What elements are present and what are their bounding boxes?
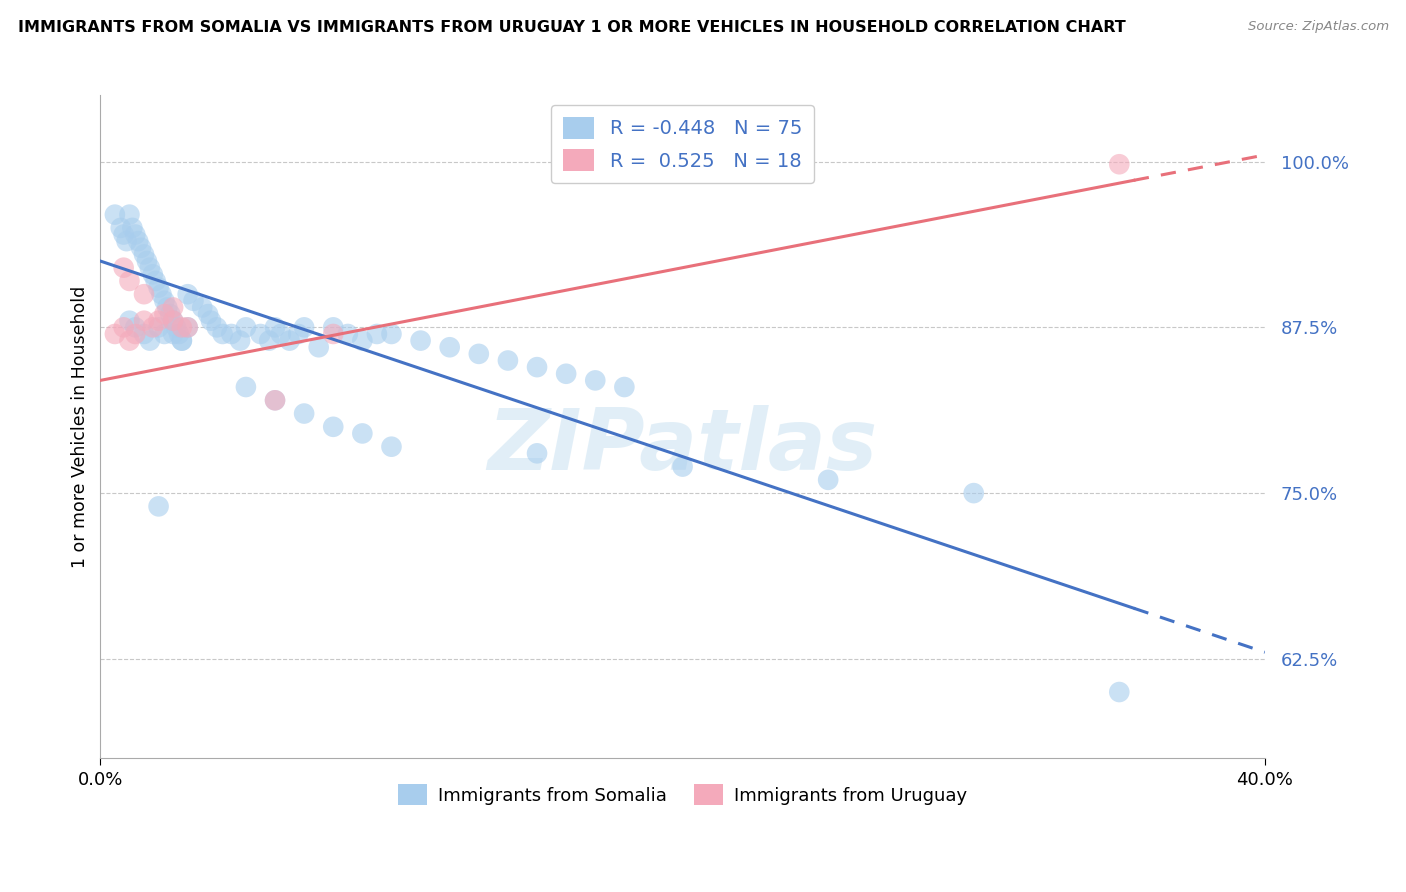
Point bbox=[439, 340, 461, 354]
Point bbox=[176, 320, 198, 334]
Point bbox=[555, 367, 578, 381]
Point bbox=[526, 446, 548, 460]
Point bbox=[336, 326, 359, 341]
Point bbox=[162, 301, 184, 315]
Point bbox=[613, 380, 636, 394]
Point bbox=[257, 334, 280, 348]
Point bbox=[221, 326, 243, 341]
Point bbox=[148, 320, 170, 334]
Point bbox=[264, 320, 287, 334]
Point bbox=[153, 293, 176, 308]
Point bbox=[200, 314, 222, 328]
Point bbox=[963, 486, 986, 500]
Point bbox=[110, 220, 132, 235]
Point bbox=[170, 334, 193, 348]
Point bbox=[148, 500, 170, 514]
Point bbox=[127, 234, 149, 248]
Point bbox=[352, 426, 374, 441]
Point bbox=[308, 340, 330, 354]
Point bbox=[145, 274, 167, 288]
Point bbox=[264, 393, 287, 408]
Point bbox=[183, 293, 205, 308]
Point bbox=[142, 320, 165, 334]
Point bbox=[104, 326, 127, 341]
Point bbox=[142, 268, 165, 282]
Point bbox=[162, 314, 184, 328]
Point bbox=[292, 407, 315, 421]
Point bbox=[124, 320, 146, 334]
Point bbox=[817, 473, 839, 487]
Text: ZIPatlas: ZIPatlas bbox=[488, 405, 877, 488]
Point bbox=[132, 314, 155, 328]
Point bbox=[380, 440, 402, 454]
Point bbox=[211, 326, 233, 341]
Point bbox=[132, 247, 155, 261]
Point bbox=[287, 326, 309, 341]
Point bbox=[148, 280, 170, 294]
Point bbox=[176, 320, 198, 334]
Point bbox=[153, 326, 176, 341]
Point bbox=[583, 373, 606, 387]
Point bbox=[380, 326, 402, 341]
Point bbox=[671, 459, 693, 474]
Point bbox=[366, 326, 388, 341]
Point bbox=[112, 227, 135, 242]
Point bbox=[121, 220, 143, 235]
Point bbox=[205, 320, 228, 334]
Point bbox=[115, 234, 138, 248]
Point bbox=[118, 334, 141, 348]
Point bbox=[191, 301, 214, 315]
Point bbox=[249, 326, 271, 341]
Point bbox=[322, 419, 344, 434]
Point bbox=[1108, 685, 1130, 699]
Point bbox=[167, 326, 190, 341]
Point bbox=[139, 334, 162, 348]
Point bbox=[162, 326, 184, 341]
Point bbox=[235, 320, 257, 334]
Point bbox=[496, 353, 519, 368]
Point bbox=[1108, 157, 1130, 171]
Point bbox=[264, 393, 287, 408]
Point bbox=[129, 241, 152, 255]
Point bbox=[322, 320, 344, 334]
Legend: Immigrants from Somalia, Immigrants from Uruguay: Immigrants from Somalia, Immigrants from… bbox=[391, 777, 974, 813]
Point bbox=[162, 314, 184, 328]
Point bbox=[170, 320, 193, 334]
Point bbox=[124, 326, 146, 341]
Point bbox=[292, 320, 315, 334]
Point bbox=[112, 320, 135, 334]
Point bbox=[468, 347, 491, 361]
Point bbox=[153, 307, 176, 321]
Point bbox=[118, 314, 141, 328]
Point bbox=[136, 254, 159, 268]
Text: IMMIGRANTS FROM SOMALIA VS IMMIGRANTS FROM URUGUAY 1 OR MORE VEHICLES IN HOUSEHO: IMMIGRANTS FROM SOMALIA VS IMMIGRANTS FR… bbox=[18, 20, 1126, 35]
Point bbox=[118, 208, 141, 222]
Point bbox=[170, 334, 193, 348]
Point bbox=[165, 320, 187, 334]
Y-axis label: 1 or more Vehicles in Household: 1 or more Vehicles in Household bbox=[72, 285, 89, 568]
Point bbox=[132, 326, 155, 341]
Point bbox=[197, 307, 219, 321]
Point bbox=[156, 301, 179, 315]
Point bbox=[278, 334, 301, 348]
Point bbox=[124, 227, 146, 242]
Point bbox=[139, 260, 162, 275]
Point bbox=[176, 287, 198, 301]
Point bbox=[150, 287, 173, 301]
Point bbox=[409, 334, 432, 348]
Point bbox=[148, 314, 170, 328]
Point bbox=[526, 360, 548, 375]
Point bbox=[132, 287, 155, 301]
Point bbox=[104, 208, 127, 222]
Text: Source: ZipAtlas.com: Source: ZipAtlas.com bbox=[1249, 20, 1389, 33]
Point bbox=[112, 260, 135, 275]
Point bbox=[352, 334, 374, 348]
Point bbox=[322, 326, 344, 341]
Point bbox=[229, 334, 252, 348]
Point bbox=[118, 274, 141, 288]
Point bbox=[159, 307, 181, 321]
Point bbox=[235, 380, 257, 394]
Point bbox=[270, 326, 292, 341]
